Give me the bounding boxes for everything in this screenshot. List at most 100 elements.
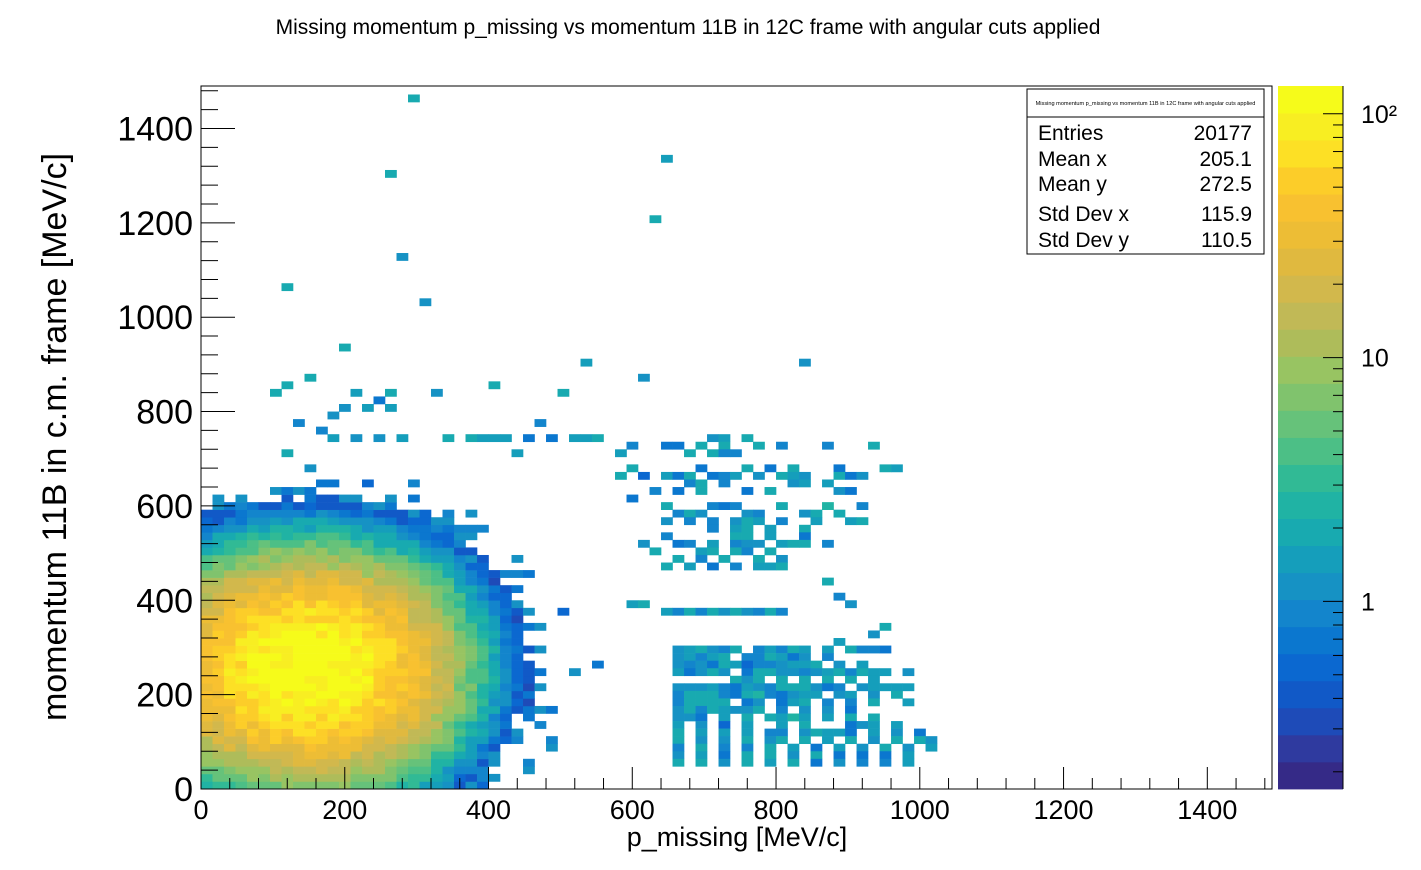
heatmap-bin <box>258 615 271 624</box>
heatmap-bin <box>442 509 455 518</box>
heatmap-bin <box>293 539 305 548</box>
heatmap-bin <box>373 547 386 556</box>
heatmap-bin <box>235 698 248 707</box>
heatmap-bin <box>373 396 386 405</box>
heatmap-bin <box>385 615 397 624</box>
heatmap-bin <box>270 547 282 556</box>
heatmap-bin <box>293 758 305 767</box>
heatmap-bin <box>293 487 305 495</box>
x-axis-label: p_missing [MeV/c] <box>627 822 848 852</box>
heatmap-bin <box>408 660 420 669</box>
heatmap-bin <box>488 773 501 782</box>
heatmap-bin <box>764 660 777 669</box>
heatmap-bin <box>477 434 489 443</box>
heatmap-bin <box>281 773 294 782</box>
heatmap-bin <box>212 509 225 518</box>
heatmap-bin <box>362 721 374 729</box>
heatmap-bin <box>339 653 351 661</box>
heatmap-bin <box>684 653 696 661</box>
heatmap-bin <box>201 668 213 677</box>
heatmap-bin <box>776 736 788 745</box>
heatmap-bin <box>293 660 305 669</box>
heatmap-bin <box>373 758 386 767</box>
heatmap-bin <box>845 690 857 699</box>
heatmap-bin <box>247 554 259 563</box>
heatmap-bin <box>488 622 501 631</box>
heatmap-bin <box>224 721 236 729</box>
heatmap-bin <box>431 773 443 782</box>
heatmap-bin <box>396 683 409 692</box>
heatmap-bin <box>488 645 501 654</box>
heatmap-bin <box>224 524 236 533</box>
heatmap-bin <box>511 698 524 707</box>
heatmap-bin <box>293 743 305 752</box>
heatmap-bin <box>304 607 317 616</box>
heatmap-bin <box>304 539 317 548</box>
color-scale-step <box>1278 329 1343 357</box>
heatmap-bin <box>454 622 466 631</box>
heatmap-bin <box>419 660 432 669</box>
heatmap-bin <box>304 562 317 571</box>
heatmap-bin <box>833 464 846 473</box>
heatmap-bin <box>304 502 317 510</box>
heatmap-bin <box>442 758 455 767</box>
heatmap-bin <box>845 675 857 684</box>
heatmap-bin <box>212 554 225 563</box>
heatmap-bin <box>396 509 409 518</box>
heatmap-bin <box>741 705 754 714</box>
heatmap-bin <box>707 607 719 616</box>
heatmap-bin <box>224 570 236 578</box>
heatmap-bin <box>454 705 466 714</box>
heatmap-bin <box>362 766 374 775</box>
heatmap-bin <box>316 638 328 646</box>
heatmap-bin <box>316 630 328 639</box>
heatmap-bin <box>281 615 294 624</box>
heatmap-bin <box>373 728 386 737</box>
heatmap-bin <box>385 713 397 722</box>
color-scale-axis: 1 10 10² <box>1323 86 1397 789</box>
heatmap-bin <box>718 660 731 669</box>
heatmap-bin <box>362 630 374 639</box>
heatmap-bin <box>419 570 432 578</box>
heatmap-bin <box>270 502 282 510</box>
heatmap-bin <box>879 622 892 631</box>
heatmap-bin <box>373 615 386 624</box>
heatmap-bin <box>327 615 340 624</box>
heatmap-bin <box>373 509 386 518</box>
heatmap-bin <box>868 630 880 639</box>
heatmap-bin <box>822 539 834 548</box>
heatmap-bin <box>396 736 409 745</box>
heatmap-bin <box>247 585 259 594</box>
heatmap-bin <box>235 539 248 548</box>
heatmap-bin <box>442 705 455 714</box>
heatmap-bin <box>350 517 363 526</box>
heatmap-bin <box>373 683 386 692</box>
heatmap-bin <box>845 713 857 722</box>
heatmap-bin <box>224 630 236 639</box>
heatmap-bin <box>488 434 501 443</box>
heatmap-bin <box>396 592 409 601</box>
heatmap-bin <box>247 630 259 639</box>
heatmap-bin <box>212 494 225 503</box>
heatmap-bin <box>350 502 363 510</box>
heatmap-bin <box>339 502 351 510</box>
heatmap-bin <box>258 751 271 760</box>
heatmap-bin <box>327 547 340 556</box>
heatmap-bin <box>247 766 259 775</box>
color-scale-step <box>1278 302 1343 330</box>
heatmap-bin <box>247 698 259 707</box>
heatmap-bin <box>902 683 915 692</box>
heatmap-bin <box>385 622 397 631</box>
chart-title: Missing momentum p_missing vs momentum 1… <box>276 16 1101 39</box>
heatmap-bin <box>304 600 317 609</box>
heatmap-bin <box>707 698 719 707</box>
heatmap-bin <box>247 570 259 578</box>
heatmap-bin <box>327 758 340 767</box>
heatmap-bin <box>730 517 742 526</box>
heatmap-bin <box>442 653 455 661</box>
heatmap-bin <box>293 554 305 563</box>
heatmap-bin <box>776 441 788 450</box>
heatmap-bin <box>488 585 501 594</box>
heatmap-bin <box>281 728 294 737</box>
heatmap-bin <box>304 570 317 578</box>
